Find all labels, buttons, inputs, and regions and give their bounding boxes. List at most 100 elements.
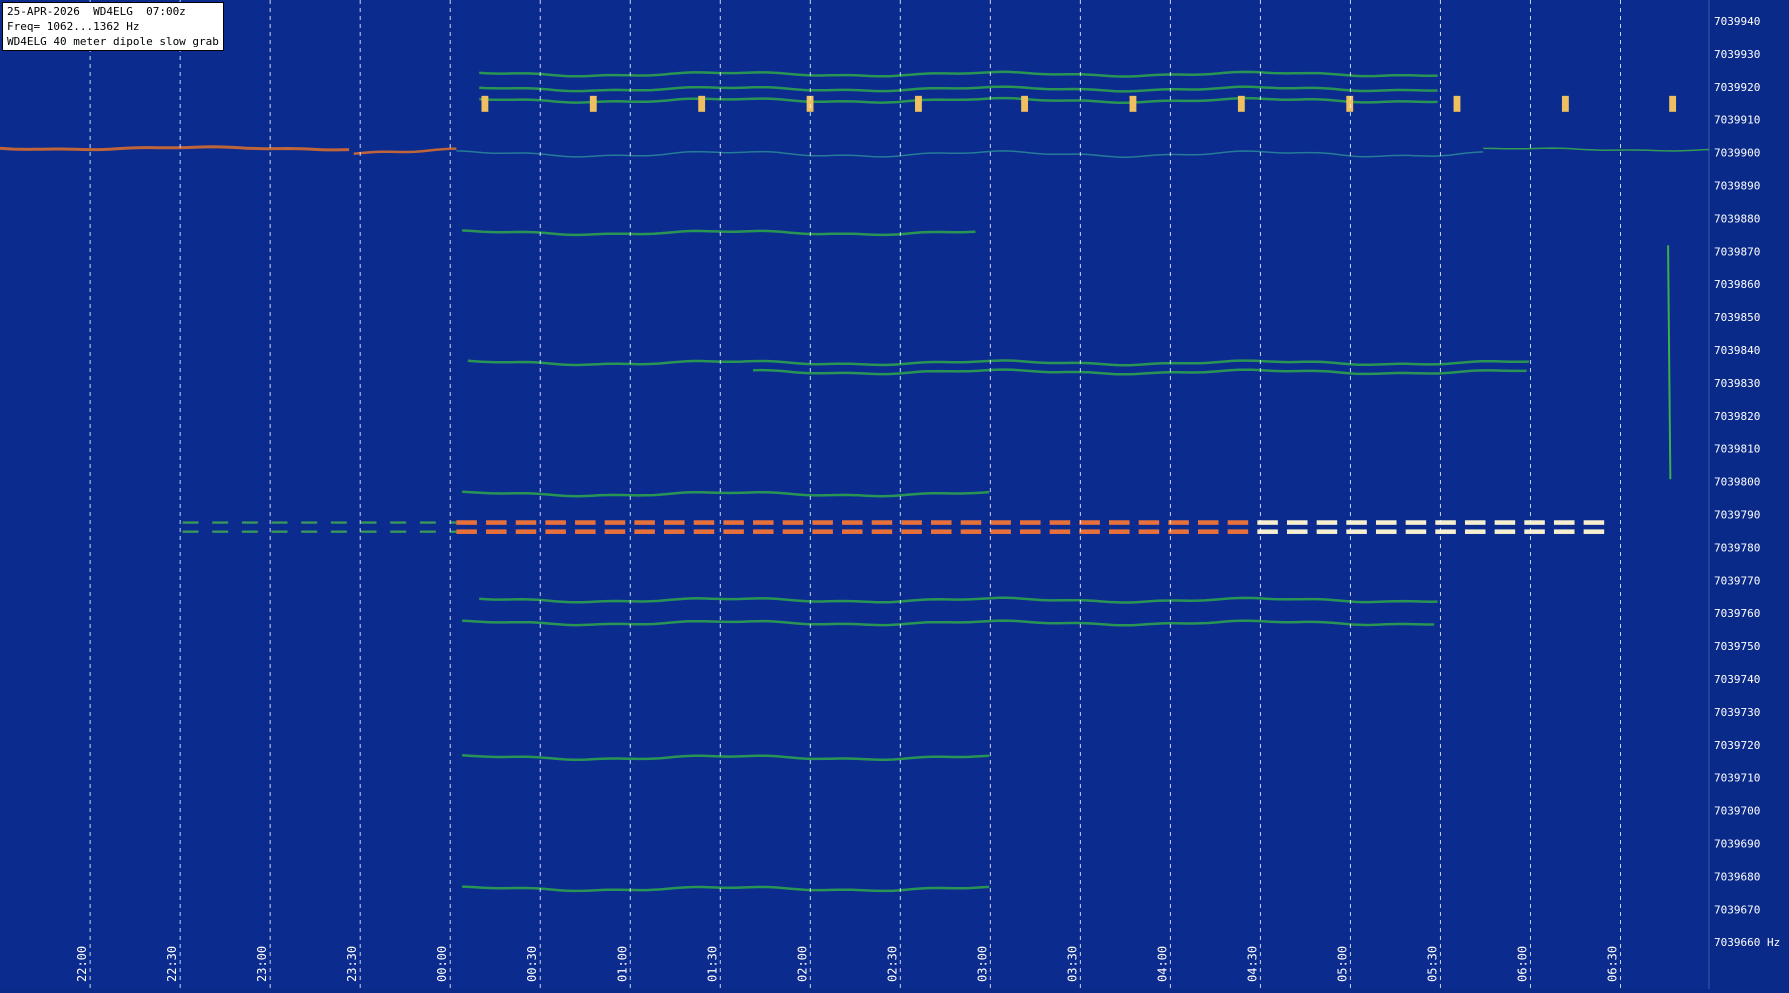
signal-dash — [1197, 529, 1219, 534]
faint-dash — [182, 521, 199, 524]
signal-dash — [1286, 520, 1308, 525]
signal-burst — [1237, 95, 1245, 112]
frequency-label: 7039940 — [1714, 15, 1760, 28]
signal-dash — [842, 529, 863, 534]
signal-dash — [723, 529, 744, 534]
signal-dash — [664, 520, 685, 525]
frequency-label: 7039720 — [1714, 739, 1760, 752]
signal-dash — [990, 529, 1011, 534]
signal-dash — [1375, 529, 1397, 534]
signal-trace — [752, 368, 1527, 376]
faint-dash — [212, 530, 229, 533]
faint-dash — [301, 530, 318, 533]
faint-dash — [271, 530, 288, 533]
frequency-label: 7039770 — [1714, 574, 1760, 587]
signal-dash — [486, 520, 507, 525]
frequency-label: 7039830 — [1714, 377, 1760, 390]
signal-dash — [1583, 529, 1605, 534]
signal-dash — [1553, 520, 1575, 525]
time-label: 06:30 — [1605, 946, 1619, 982]
signal-burst — [1129, 95, 1137, 112]
signal-dash — [1049, 529, 1071, 534]
header-line: WD4ELG 40 meter dipole slow grab — [7, 35, 219, 48]
faint-dash — [390, 521, 407, 524]
signal-burst — [1453, 95, 1461, 112]
signal-burst — [915, 95, 922, 112]
frequency-label: 7039740 — [1714, 673, 1760, 686]
time-label: 23:30 — [345, 946, 359, 982]
frequency-label: 7039900 — [1714, 147, 1760, 160]
time-label: 05:30 — [1425, 946, 1439, 982]
header-line: Freq= 1062...1362 Hz — [7, 20, 140, 33]
signal-dash — [515, 520, 537, 525]
signal-dash — [753, 529, 774, 534]
signal-dash — [634, 520, 655, 525]
signal-dash — [1524, 520, 1545, 525]
faint-dash — [419, 521, 436, 524]
faint-dash — [212, 521, 229, 524]
signal-trace — [462, 885, 990, 893]
time-label: 03:00 — [975, 946, 989, 982]
signal-dash — [990, 520, 1011, 525]
signal-dash — [1316, 520, 1338, 525]
frequency-label: 7039790 — [1714, 509, 1760, 522]
frequency-label: 7039660 Hz — [1714, 936, 1780, 949]
signal-trace — [479, 596, 1438, 604]
signal-dash — [456, 520, 477, 525]
frequency-label: 7039860 — [1714, 278, 1760, 291]
signal-dash — [931, 520, 952, 525]
signal-dash — [1197, 520, 1219, 525]
time-label: 01:00 — [615, 946, 629, 982]
frequency-label: 7039730 — [1714, 706, 1760, 719]
signal-dash — [1494, 520, 1516, 525]
signal-dash — [960, 529, 982, 534]
signal-dash — [1138, 520, 1160, 525]
signal-dash — [1257, 529, 1278, 534]
frequency-label: 7039840 — [1714, 344, 1760, 357]
signal-dash — [1168, 520, 1189, 525]
signal-dash — [1227, 529, 1249, 534]
signal-dash — [1346, 520, 1367, 525]
faint-dash — [241, 530, 258, 533]
signal-dash — [871, 529, 893, 534]
frequency-label: 7039930 — [1714, 48, 1760, 61]
frequency-label: 7039780 — [1714, 541, 1760, 554]
time-label: 04:00 — [1155, 946, 1169, 982]
signal-dash — [1375, 520, 1397, 525]
faint-dash — [330, 521, 347, 524]
time-label: 22:00 — [75, 946, 89, 982]
signal-dash — [1346, 529, 1367, 534]
signal-dash — [545, 520, 566, 525]
frequency-label: 7039680 — [1714, 870, 1760, 883]
signal-trace — [479, 70, 1438, 78]
vertical-signal — [1667, 245, 1672, 480]
signal-dash — [1524, 529, 1545, 534]
signal-trace — [479, 96, 1438, 105]
frequency-label: 7039800 — [1714, 476, 1760, 489]
signal-dash — [1049, 520, 1071, 525]
time-label: 06:00 — [1515, 946, 1529, 982]
signal-dash — [486, 529, 507, 534]
frequency-label: 7039710 — [1714, 772, 1760, 785]
signal-dash — [1020, 520, 1041, 525]
signal-dash — [1435, 520, 1456, 525]
signal-dash — [1138, 529, 1160, 534]
frequency-label: 7039700 — [1714, 805, 1760, 818]
signal-dash — [960, 520, 982, 525]
signal-dash — [604, 520, 626, 525]
signal-dash — [1553, 529, 1575, 534]
signal-dash — [575, 520, 596, 525]
frequency-label: 7039670 — [1714, 903, 1760, 916]
signal-dash — [515, 529, 537, 534]
signal-dash — [545, 529, 566, 534]
signal-dash — [1108, 520, 1130, 525]
signal-dash — [1494, 529, 1516, 534]
signal-dash — [1257, 520, 1278, 525]
faint-dash — [182, 530, 199, 533]
signal-trace — [353, 147, 457, 156]
faint-dash — [360, 521, 377, 524]
header-box: 25-APR-2026 WD4ELG 07:00z Freq= 1062...13… — [2, 2, 224, 51]
signal-dash — [1020, 529, 1041, 534]
faint-dash — [419, 530, 436, 533]
time-label: 05:00 — [1335, 946, 1349, 982]
